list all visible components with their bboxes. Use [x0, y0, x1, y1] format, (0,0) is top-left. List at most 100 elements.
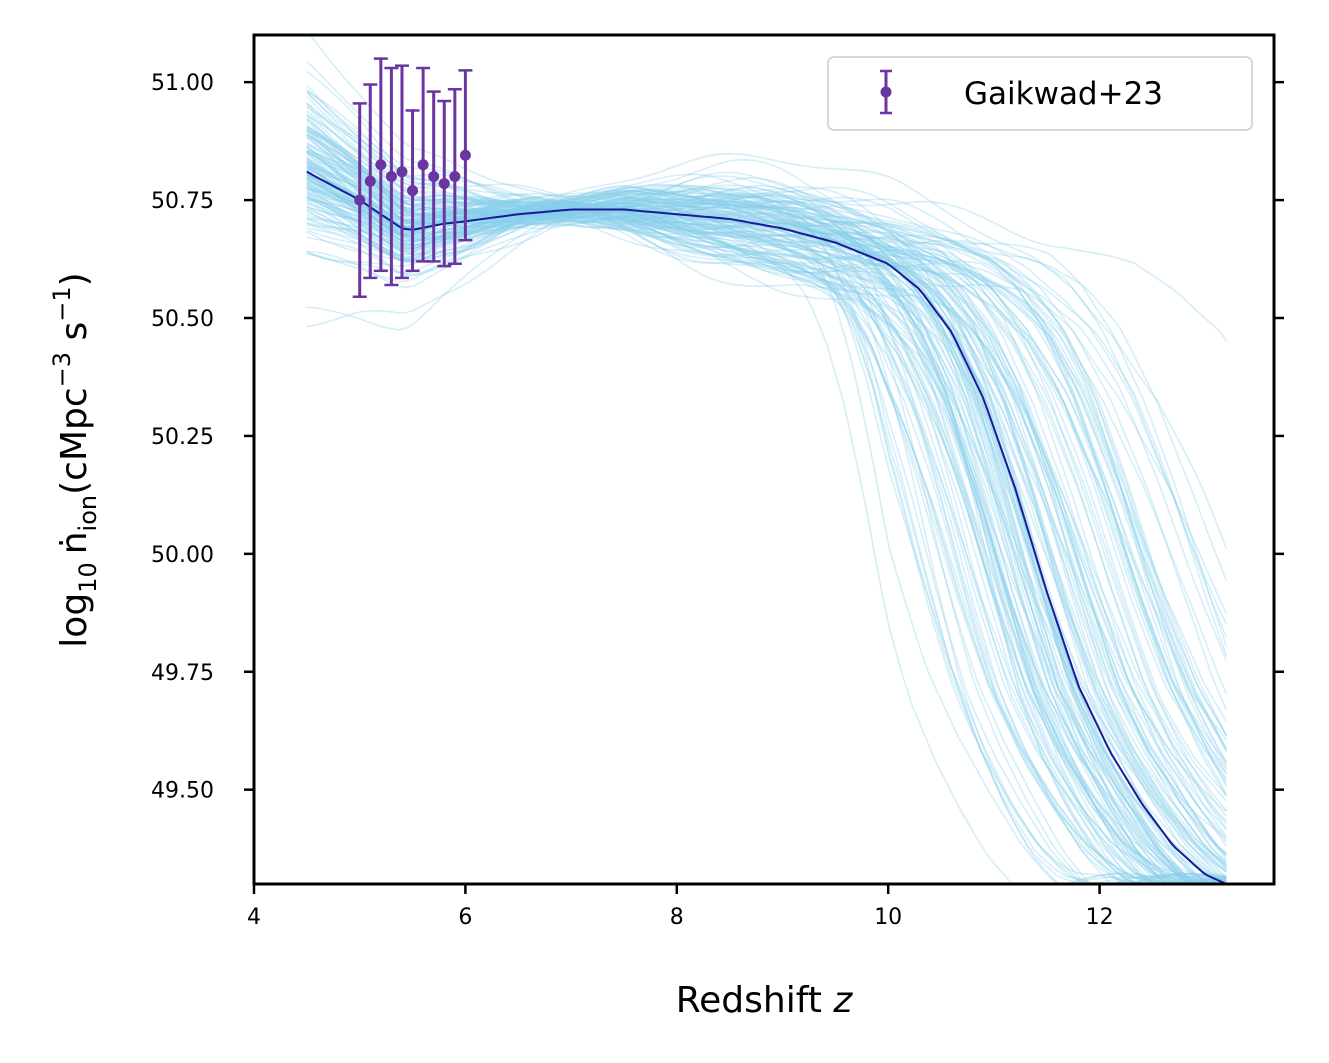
data-marker [364, 175, 376, 187]
posterior-sample-line [306, 151, 1227, 878]
posterior-sample-line [306, 149, 1227, 884]
posterior-sample-line [306, 133, 1227, 884]
posterior-sample-line [306, 157, 1151, 884]
y-tick-label: 50.75 [151, 189, 214, 214]
posterior-sample-line [306, 202, 1221, 884]
gaikwad-data-point [458, 69, 473, 242]
posterior-sample-line [306, 192, 1194, 884]
posterior-sample-line [306, 197, 1227, 884]
posterior-sample-line [306, 91, 1138, 884]
x-tick-label: 12 [1086, 905, 1114, 930]
x-tick-label: 6 [458, 905, 472, 930]
posterior-sample-line [306, 214, 1228, 614]
legend: Gaikwad+23 [827, 56, 1253, 131]
posterior-sample-line [306, 128, 1227, 884]
posterior-sample-line [306, 157, 1227, 884]
posterior-sample-line [306, 176, 1181, 884]
posterior-sample-line [306, 180, 1227, 884]
posterior-sample-line [306, 160, 1227, 884]
posterior-sample-line [306, 95, 1227, 883]
data-marker [407, 185, 419, 197]
posterior-sample-line [306, 171, 1227, 873]
posterior-sample-line [306, 188, 1228, 752]
posterior-sample-line [306, 70, 1228, 830]
posterior-sample-line [306, 145, 1227, 884]
posterior-sample-line [306, 128, 1204, 884]
posterior-sample-line [306, 149, 1198, 884]
posterior-sample-line [306, 200, 1227, 884]
posterior-sample-line [306, 161, 1227, 884]
posterior-sample-line [306, 119, 1227, 867]
posterior-sample-line [306, 164, 1209, 884]
posterior-sample-line [306, 115, 1227, 884]
posterior-sample-line [306, 126, 1197, 884]
posterior-sample-line [306, 151, 1193, 884]
posterior-sample-line [306, 167, 1228, 582]
posterior-sample-line [306, 184, 1228, 750]
posterior-sample-line [306, 133, 1227, 822]
posterior-sample-line [306, 167, 1227, 884]
data-marker [375, 159, 387, 171]
data-marker [354, 194, 366, 206]
posterior-sample-line [306, 162, 1199, 884]
posterior-sample-line [306, 118, 1228, 661]
posterior-sample-line [306, 213, 1227, 879]
posterior-sample-line [306, 173, 1228, 861]
posterior-sample-line [306, 186, 1228, 797]
posterior-sample-line [306, 146, 1227, 863]
posterior-sample-line [306, 130, 1228, 782]
posterior-sample-line [306, 154, 1228, 765]
posterior-sample-line [306, 196, 1227, 884]
posterior-sample-line [306, 196, 1176, 884]
posterior-sample-line [306, 135, 1173, 884]
posterior-sample-line [306, 159, 1190, 884]
posterior-sample-line [306, 184, 1228, 847]
posterior-sample-line [306, 190, 1228, 342]
posterior-sample-line [306, 209, 1227, 884]
posterior-sample-line [306, 189, 1185, 884]
y-tick-label: 51.00 [151, 71, 214, 96]
x-axis-ticks: 4 6 8 10 12 [247, 884, 1114, 930]
posterior-sample-line [306, 193, 1227, 882]
posterior-sample-line [306, 169, 1156, 884]
posterior-sample-line [306, 173, 1227, 884]
posterior-sample-line [306, 177, 1228, 785]
posterior-sample-line [306, 173, 1228, 625]
posterior-sample-line [306, 175, 1189, 884]
data-marker [417, 159, 429, 171]
posterior-sample-line [306, 192, 1228, 795]
data-marker [385, 171, 397, 182]
posterior-sample-line [306, 132, 1160, 884]
gaikwad-data-point [405, 109, 420, 273]
x-tick-label: 4 [247, 905, 261, 930]
gaikwad-data-points [352, 57, 473, 299]
posterior-sample-line [306, 186, 1227, 884]
y-axis-title: log10ṅion(cMpc−3 s−1) [48, 272, 102, 647]
posterior-sample-line [306, 130, 1227, 884]
posterior-sample-line [306, 143, 1228, 797]
posterior-sample-line [306, 165, 1228, 812]
posterior-sample-line [306, 129, 1227, 884]
posterior-sample-line [306, 134, 1227, 813]
x-tick-label: 8 [670, 905, 684, 930]
posterior-sample-line [306, 173, 1228, 763]
posterior-sample-line [306, 150, 1228, 843]
data-marker [459, 149, 471, 161]
posterior-sample-line [306, 136, 1228, 751]
posterior-sample-line [306, 197, 1227, 882]
legend-label: Gaikwad+23 [964, 76, 1163, 112]
posterior-sample-line [306, 165, 1227, 855]
legend-box [827, 56, 1253, 131]
median-line-group [306, 170, 1227, 884]
gaikwad-data-point [373, 57, 388, 273]
posterior-sample-line [306, 177, 1227, 880]
gaikwad-data-point [426, 90, 441, 263]
y-tick-label: 50.25 [151, 425, 214, 450]
posterior-sample-line [306, 106, 1228, 711]
posterior-sample-line [306, 207, 1222, 884]
posterior-sample-line [306, 188, 1228, 774]
posterior-sample-line [306, 162, 1173, 884]
posterior-sample-line [306, 151, 1227, 879]
posterior-sample-line [306, 165, 1227, 884]
